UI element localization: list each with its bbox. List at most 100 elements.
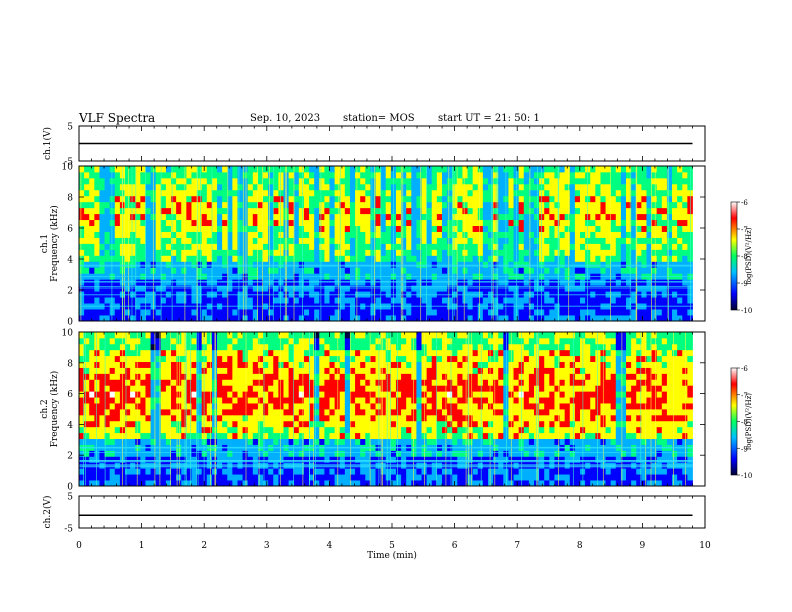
ch1-spectrogram-cell: [252, 309, 259, 316]
ch1-spectrogram-cell: [518, 243, 525, 250]
ch1-spectrogram-cell: [329, 166, 336, 173]
ch2-spectrogram-cell: [390, 409, 397, 416]
ch1-spectrogram-cell: [574, 201, 581, 209]
ch1-spectrogram-cell: [349, 297, 356, 304]
ch1-spectrogram-cell: [89, 249, 95, 256]
ch2-spectrogram-cell: [114, 403, 121, 410]
ch1-spectrogram-cell: [130, 219, 136, 227]
ch2-spectrogram-cell: [165, 450, 172, 457]
ch2-spectrogram-cell: [140, 462, 146, 469]
ch1-spectrogram-cell: [130, 291, 136, 298]
ch1-spectrogram-cell: [79, 177, 85, 185]
ch2-spectrogram-cell: [109, 432, 116, 440]
ch1-spectrogram-cell: [498, 297, 504, 304]
ch2-spectrogram-cell: [242, 432, 249, 440]
ch1-spectrogram-cell: [590, 297, 596, 304]
ch2-spectrogram-cell: [125, 403, 131, 410]
ch1-spectrogram-cell: [140, 195, 146, 203]
ch1-spectrogram-cell: [370, 171, 376, 179]
ch2-spectrogram-cell: [196, 480, 203, 487]
ch2-spectrogram-cell: [222, 420, 228, 428]
ch1-spectrogram-cell: [651, 261, 658, 268]
ch1-spectrogram-cell: [319, 183, 325, 191]
ch1-spectrogram-cell: [268, 225, 274, 232]
ch1-spectrogram-cell: [672, 309, 678, 316]
ch2-spectrogram-cell: [375, 403, 382, 410]
ch2-spectrogram-cell: [165, 343, 172, 351]
ch1-spectrogram-cell: [559, 297, 566, 304]
ch2-spectrogram-cell: [268, 367, 274, 374]
ch2-spectrogram-cell: [365, 391, 371, 398]
ch1-spectrogram-cell: [252, 195, 259, 203]
ch1-spectrogram-cell: [237, 249, 243, 256]
ch1-spectrogram-cell: [370, 249, 376, 256]
ch1-spectrogram-cell: [339, 207, 346, 215]
ch1-spectrogram-cell: [462, 285, 468, 292]
ch2-spectrogram-cell: [360, 462, 366, 469]
ch2-spectrogram-cell: [390, 391, 397, 398]
ch1-spectrogram-cell: [677, 231, 683, 238]
ch2-spectrogram-cell: [217, 332, 223, 339]
ch1-spectrogram-cell: [145, 225, 151, 232]
ch1-spectrogram-cell: [298, 231, 305, 238]
ch1-spectrogram-cell: [528, 249, 535, 256]
ch1-spectrogram-cell: [165, 255, 172, 262]
ch1-spectrogram-cell: [431, 267, 438, 274]
ch1-spectrogram-cell: [160, 309, 167, 316]
ch2-spectrogram-cell: [334, 480, 341, 487]
ch2-spectrogram-cell: [426, 414, 433, 422]
ch1-spectrogram-cell: [176, 249, 182, 256]
ch2-spectrogram-cell: [227, 355, 233, 363]
ch2-spectrogram-cell: [426, 373, 433, 380]
ch1-spectrogram-cell: [160, 267, 167, 274]
ch1-spectrogram-cell: [314, 249, 320, 256]
ch1-spectrogram-cell: [298, 237, 305, 244]
ch1-spectrogram-cell: [176, 237, 182, 244]
ch1-spectrogram-cell: [687, 237, 693, 244]
ch2-spectrogram-cell: [191, 438, 197, 445]
ch2-spectrogram-cell: [426, 367, 433, 374]
ch1-spectrogram-cell: [273, 183, 279, 191]
ch1-spectrogram-cell: [114, 189, 121, 197]
ch2-spectrogram-cell: [232, 480, 238, 487]
ch2-spectrogram-cell: [196, 409, 203, 416]
ch1-spectrogram-cell: [580, 315, 586, 322]
ch1-spectrogram-cell: [181, 177, 187, 185]
ch1-spectrogram-cell: [298, 291, 305, 298]
ch1-spectrogram-cell: [656, 195, 663, 203]
ch1-spectrogram-cell: [447, 261, 453, 268]
ch2-spectrogram-cell: [324, 397, 330, 404]
ch1-spectrogram-cell: [278, 297, 284, 304]
ch1-spectrogram-cell: [380, 267, 387, 274]
ch1-spectrogram-cell: [656, 166, 663, 173]
ch2-spectrogram-cell: [426, 355, 433, 363]
ch2-spectrogram-cell: [349, 414, 356, 422]
ch1-spectrogram-cell: [344, 166, 351, 173]
ch1-spectrogram-cell: [375, 207, 382, 215]
ch2-spectrogram-cell: [278, 450, 284, 457]
ch1-spectrogram-cell: [375, 177, 382, 185]
ch1-spectrogram-cell: [201, 309, 208, 316]
ch1-spectrogram-cell: [252, 267, 259, 274]
ch2-spectrogram-cell: [344, 367, 351, 374]
ch1-spectrogram-cell: [416, 177, 422, 185]
ch1-spectrogram-cell: [508, 285, 514, 292]
ch1-spectrogram-cell: [334, 237, 341, 244]
ch1-spectrogram-cell: [626, 237, 632, 244]
ch2-spectrogram-cell: [191, 426, 197, 434]
ch2-spectrogram-cell: [237, 480, 243, 487]
ch2-spectrogram-cell: [181, 349, 187, 357]
station-label: station= MOS: [343, 113, 415, 124]
ch1-spectrogram-cell: [324, 267, 330, 274]
ch2-spectrogram-cell: [217, 337, 223, 345]
ch1-spectrogram-cell: [303, 231, 310, 238]
ch2-spectrogram-cell: [89, 332, 95, 339]
ch2-spectrogram-cell: [206, 426, 213, 434]
ch2-spectrogram-cell: [232, 367, 238, 374]
ch1-spectrogram-cell: [324, 231, 330, 238]
ch2-spectrogram-cell: [416, 432, 422, 440]
ch2-spectrogram-cell: [416, 397, 422, 404]
ch1-spectrogram-cell: [380, 201, 387, 209]
ch2-spectrogram-cell: [79, 409, 85, 416]
ch1-spectrogram-cell: [181, 255, 187, 262]
